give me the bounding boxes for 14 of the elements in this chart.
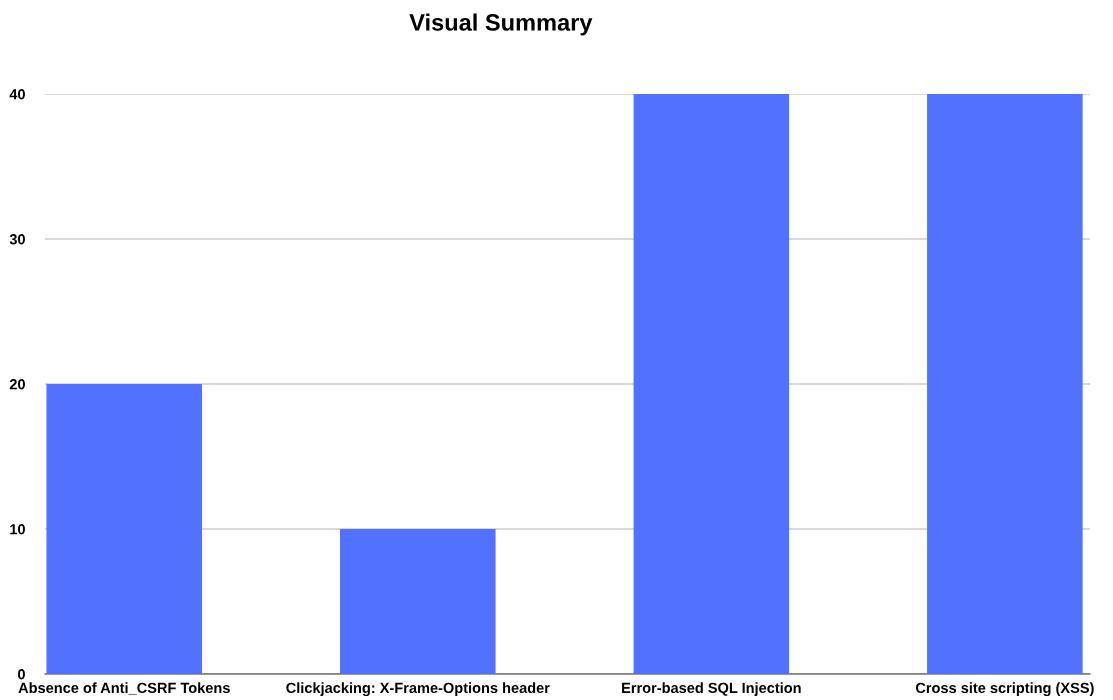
y-tick-label: 40 [9,89,25,100]
x-tick-label: Error-based SQL Injection [622,682,801,696]
y-tick-label: 0 [18,669,25,680]
bar [927,94,1083,674]
bar [340,529,496,674]
bar [46,384,203,674]
chart-title: Visual Summary [409,13,593,36]
y-tick-label: 20 [9,379,25,390]
y-tick-label: 30 [9,234,25,245]
x-tick-label: Clickjacking: X-Frame-Options header [286,682,550,696]
x-tick-label: Cross site scripting (XSS) [915,682,1094,696]
x-tick-label: Absence of Anti_CSRF Tokens [18,682,230,695]
bar [633,94,790,674]
y-tick-label: 10 [10,524,25,535]
